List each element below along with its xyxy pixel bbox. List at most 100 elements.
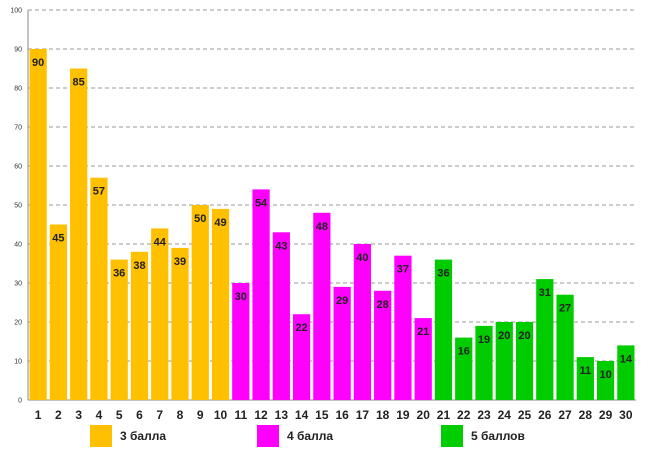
bar-13 <box>272 232 290 400</box>
bar-21 <box>434 259 453 400</box>
x-tick-label-18: 18 <box>376 408 390 420</box>
bar-22 <box>455 337 473 400</box>
data-label-9: 50 <box>194 213 206 225</box>
data-label-21: 36 <box>437 268 449 280</box>
y-tick-label: 60 <box>14 164 22 171</box>
data-label-30: 14 <box>620 353 633 365</box>
bar-29 <box>596 361 615 400</box>
x-tick-label-1: 1 <box>35 408 42 420</box>
bar-24 <box>495 322 513 400</box>
bar-23 <box>475 325 493 400</box>
x-tick-label-20: 20 <box>417 408 431 420</box>
data-label-28: 11 <box>580 365 592 377</box>
bar-1 <box>29 49 47 400</box>
bar-25 <box>515 322 534 400</box>
y-tick-label: 90 <box>14 47 22 54</box>
x-tick-label-23: 23 <box>477 408 491 420</box>
data-label-23: 19 <box>478 334 490 346</box>
y-tick-label: 0 <box>18 398 22 405</box>
legend-swatch-4-balla <box>257 425 279 447</box>
data-label-25: 20 <box>518 330 530 342</box>
x-tick-label-13: 13 <box>275 408 289 420</box>
x-tick-label-21: 21 <box>437 408 451 420</box>
bar-9 <box>191 205 209 400</box>
x-tick-label-24: 24 <box>498 408 512 420</box>
bar-19 <box>394 255 412 400</box>
x-tick-label-9: 9 <box>197 408 204 420</box>
data-label-18: 28 <box>377 299 389 311</box>
x-tick-label-5: 5 <box>116 408 123 420</box>
legend-label-3-balla: 3 балла <box>120 429 167 443</box>
bar-4 <box>90 177 108 400</box>
x-tick-label-17: 17 <box>356 408 370 420</box>
legend-swatch-5-ballov <box>441 425 463 447</box>
x-tick-label-14: 14 <box>295 408 309 420</box>
legend-item-5-ballov: 5 баллов <box>441 424 525 448</box>
x-tick-label-27: 27 <box>558 408 572 420</box>
data-label-26: 31 <box>539 287 551 299</box>
x-tick-label-8: 8 <box>177 408 184 420</box>
bar-20 <box>414 318 432 400</box>
bar-28 <box>576 357 594 400</box>
data-label-5: 36 <box>113 268 125 280</box>
bar-2 <box>49 224 68 400</box>
x-tick-label-19: 19 <box>396 408 410 420</box>
data-label-10: 49 <box>214 217 226 229</box>
bar-12 <box>252 189 270 400</box>
data-label-4: 57 <box>93 186 105 198</box>
bar-11 <box>232 283 250 400</box>
data-label-19: 37 <box>397 264 409 276</box>
data-label-1: 90 <box>32 57 44 69</box>
legend-item-4-balla: 4 балла <box>257 424 333 448</box>
data-label-3: 85 <box>73 77 85 89</box>
data-label-8: 39 <box>174 256 186 268</box>
x-tick-label-2: 2 <box>55 408 62 420</box>
x-tick-label-25: 25 <box>518 408 532 420</box>
bar-26 <box>536 279 554 400</box>
x-tick-label-22: 22 <box>457 408 471 420</box>
x-tick-label-4: 4 <box>96 408 103 420</box>
data-label-11: 30 <box>235 291 247 303</box>
data-label-6: 38 <box>133 260 145 272</box>
data-label-29: 10 <box>599 369 611 381</box>
bar-8 <box>171 247 189 400</box>
data-label-2: 45 <box>52 233 64 245</box>
bar-chart: 0 10 20 30 40 50 60 70 80 90 100 90 1 45 2 85 3 57 4 36 5 38 6… <box>10 8 636 420</box>
data-label-16: 29 <box>336 295 348 307</box>
bar-30 <box>617 345 635 400</box>
data-label-17: 40 <box>356 252 368 264</box>
x-tick-label-3: 3 <box>75 408 82 420</box>
x-tick-label-11: 11 <box>234 408 247 420</box>
bar-7 <box>151 228 169 400</box>
bar-3 <box>70 68 88 400</box>
y-tick-label: 50 <box>14 203 22 210</box>
data-label-24: 20 <box>498 330 510 342</box>
legend-swatch-3-balla <box>90 425 112 447</box>
legend-label-5-ballov: 5 баллов <box>471 429 525 443</box>
y-tick-label: 20 <box>14 320 22 327</box>
x-tick-label-7: 7 <box>156 408 163 420</box>
legend-item-3-balla: 3 балла <box>90 424 166 448</box>
y-tick-label: 100 <box>10 8 22 15</box>
x-tick-label-29: 29 <box>599 408 613 420</box>
bar-18 <box>374 290 392 400</box>
data-label-22: 16 <box>458 346 470 358</box>
data-label-7: 44 <box>154 236 167 248</box>
y-tick-label: 10 <box>14 359 22 366</box>
bar-14 <box>292 314 311 400</box>
x-tick-label-28: 28 <box>579 408 593 420</box>
x-tick-label-30: 30 <box>619 408 633 420</box>
bar-10 <box>211 208 230 400</box>
bar-27 <box>556 294 574 400</box>
y-tick-label: 30 <box>14 281 22 288</box>
x-tick-label-15: 15 <box>315 408 329 420</box>
x-tick-label-10: 10 <box>214 408 228 420</box>
data-label-12: 54 <box>255 197 268 209</box>
data-label-14: 22 <box>295 322 307 334</box>
x-tick-label-12: 12 <box>254 408 268 420</box>
data-label-20: 21 <box>417 326 429 338</box>
bar-17 <box>353 244 372 400</box>
data-label-27: 27 <box>559 303 571 315</box>
y-tick-label: 70 <box>14 125 22 132</box>
y-tick-label: 80 <box>14 86 22 93</box>
